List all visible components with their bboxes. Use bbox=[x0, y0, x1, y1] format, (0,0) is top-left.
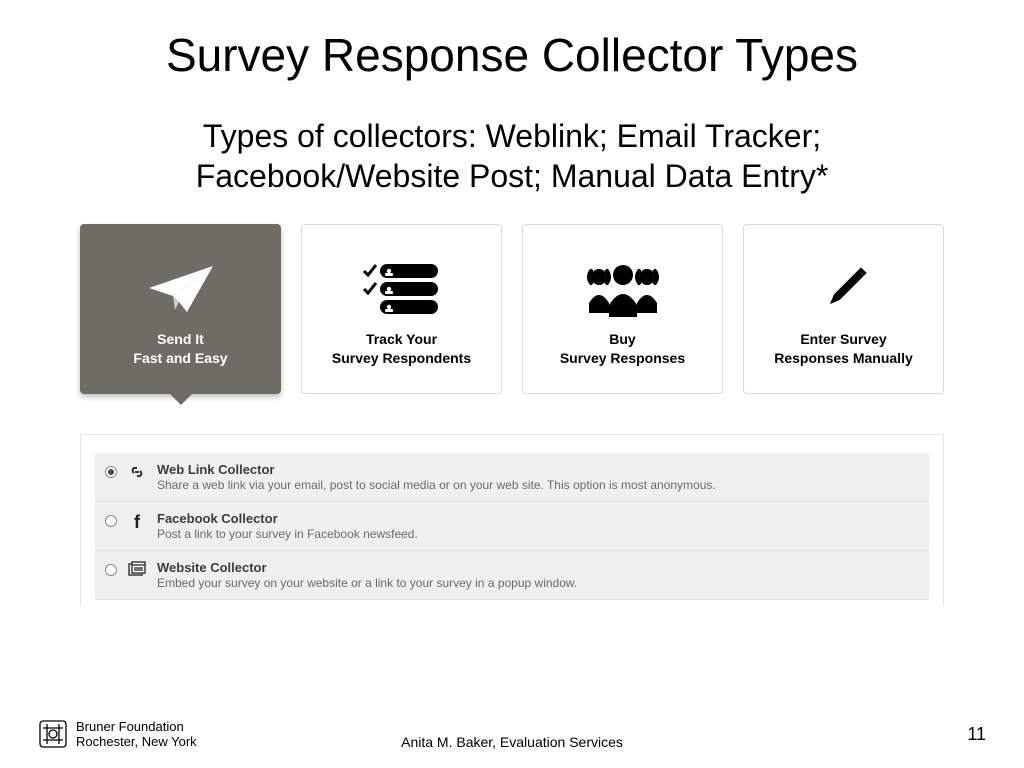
pencil-icon bbox=[814, 250, 874, 330]
radio-selected-icon[interactable] bbox=[105, 466, 117, 478]
collector-options-panel: Web Link Collector Share a web link via … bbox=[80, 434, 944, 606]
option-desc: Embed your survey on your website or a l… bbox=[157, 576, 919, 590]
option-text: Facebook Collector Post a link to your s… bbox=[157, 511, 919, 541]
option-text: Website Collector Embed your survey on y… bbox=[157, 560, 919, 590]
slide-subtitle: Types of collectors: Weblink; Email Trac… bbox=[70, 116, 954, 196]
footer-org-line2: Rochester, New York bbox=[76, 734, 197, 750]
slide-footer: Bruner Foundation Rochester, New York An… bbox=[0, 719, 1024, 750]
radio-unselected-icon[interactable] bbox=[105, 515, 117, 527]
option-title: Web Link Collector bbox=[157, 462, 919, 477]
footer-org-line1: Bruner Foundation bbox=[76, 719, 197, 735]
footer-author: Anita M. Baker, Evaluation Services bbox=[401, 734, 623, 750]
bruner-logo-icon bbox=[38, 719, 68, 749]
radio-unselected-icon[interactable] bbox=[105, 564, 117, 576]
slide-title: Survey Response Collector Types bbox=[50, 28, 974, 82]
option-desc: Post a link to your survey in Facebook n… bbox=[157, 527, 919, 541]
card-label: Send It Fast and Easy bbox=[133, 330, 227, 368]
card-buy-responses[interactable]: Buy Survey Responses bbox=[522, 224, 723, 394]
checklist-icon bbox=[362, 250, 442, 330]
option-web-link[interactable]: Web Link Collector Share a web link via … bbox=[95, 453, 929, 502]
embed-window-icon bbox=[127, 561, 147, 577]
paper-plane-icon bbox=[145, 250, 217, 330]
card-send-it[interactable]: Send It Fast and Easy bbox=[80, 224, 281, 394]
option-title: Facebook Collector bbox=[157, 511, 919, 526]
slide-body: Survey Response Collector Types Types of… bbox=[0, 0, 1024, 606]
option-title: Website Collector bbox=[157, 560, 919, 575]
footer-org-block: Bruner Foundation Rochester, New York bbox=[76, 719, 197, 750]
card-label: Buy Survey Responses bbox=[560, 330, 685, 368]
option-website[interactable]: Website Collector Embed your survey on y… bbox=[95, 551, 929, 600]
collector-cards-row: Send It Fast and Easy Tra bbox=[80, 224, 944, 394]
card-label: Enter Survey Responses Manually bbox=[774, 330, 913, 368]
card-track-respondents[interactable]: Track Your Survey Respondents bbox=[301, 224, 502, 394]
page-number: 11 bbox=[967, 724, 986, 745]
link-icon bbox=[127, 463, 147, 481]
card-label: Track Your Survey Respondents bbox=[332, 330, 471, 368]
option-text: Web Link Collector Share a web link via … bbox=[157, 462, 919, 492]
option-desc: Share a web link via your email, post to… bbox=[157, 478, 919, 492]
footer-left: Bruner Foundation Rochester, New York bbox=[38, 719, 197, 750]
people-group-icon bbox=[577, 250, 669, 330]
facebook-icon: f bbox=[127, 512, 147, 533]
card-manual-entry[interactable]: Enter Survey Responses Manually bbox=[743, 224, 944, 394]
option-facebook[interactable]: f Facebook Collector Post a link to your… bbox=[95, 502, 929, 551]
